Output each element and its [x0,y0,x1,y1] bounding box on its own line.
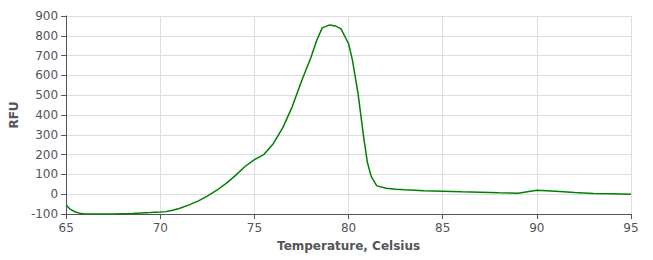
svg-text:80: 80 [341,221,356,235]
svg-text:Temperature, Celsius: Temperature, Celsius [277,239,420,253]
svg-text:900: 900 [35,9,58,23]
svg-text:200: 200 [35,148,58,162]
svg-text:70: 70 [153,221,168,235]
svg-text:90: 90 [529,221,544,235]
svg-text:-100: -100 [31,207,58,221]
svg-text:300: 300 [35,128,58,142]
svg-text:95: 95 [623,221,638,235]
svg-text:RFU: RFU [7,101,21,128]
svg-text:800: 800 [35,29,58,43]
svg-text:500: 500 [35,88,58,102]
svg-text:700: 700 [35,49,58,63]
svg-text:600: 600 [35,68,58,82]
svg-text:75: 75 [247,221,262,235]
svg-text:400: 400 [35,108,58,122]
svg-text:65: 65 [58,221,73,235]
svg-text:0: 0 [50,187,58,201]
svg-text:100: 100 [35,167,58,181]
svg-text:85: 85 [435,221,450,235]
